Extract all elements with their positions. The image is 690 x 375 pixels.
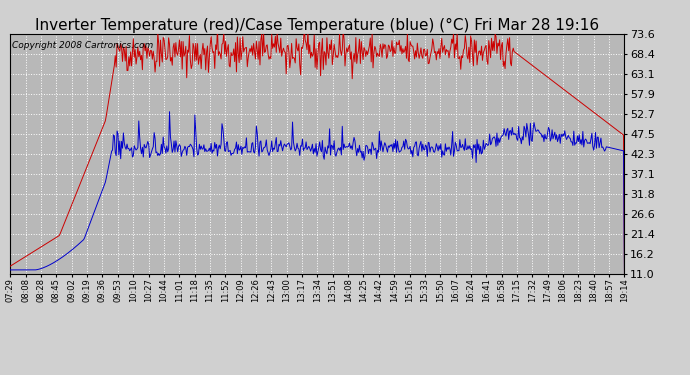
Text: Copyright 2008 Cartronics.com: Copyright 2008 Cartronics.com	[12, 41, 153, 50]
Title: Inverter Temperature (red)/Case Temperature (blue) (°C) Fri Mar 28 19:16: Inverter Temperature (red)/Case Temperat…	[35, 18, 600, 33]
